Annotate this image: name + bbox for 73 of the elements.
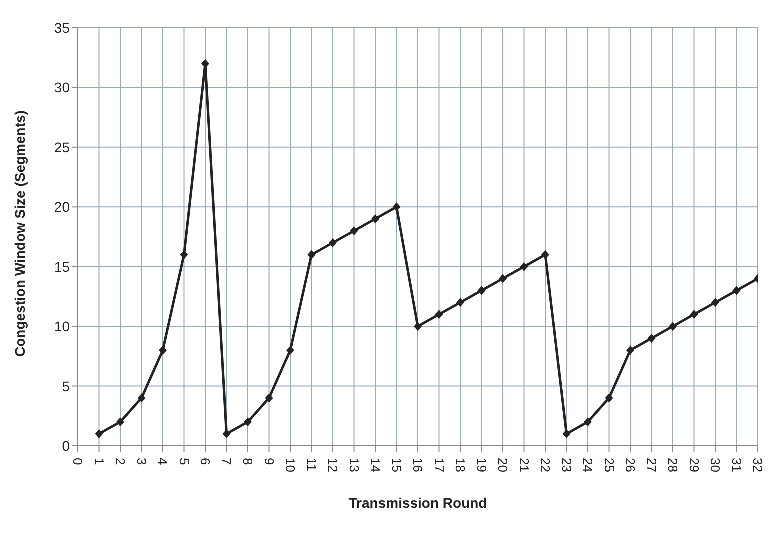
x-tick-label: 17 [432,458,447,472]
point [308,250,316,260]
x-tick-label: 9 [262,458,277,466]
y-axis-title: Congestion Window Size (Segments) [12,110,28,357]
x-tick-label: 27 [644,458,660,472]
x-tick-label: 21 [516,458,532,472]
x-tick-label: 2 [113,458,128,466]
point [138,394,146,403]
x-tick-label: 23 [559,458,574,472]
x-tick-label: 19 [474,458,490,472]
point [116,418,124,427]
x-tick-label: 24 [580,458,596,472]
x-tick-label: 31 [729,458,744,472]
point [95,430,104,439]
point [542,250,550,260]
x-tick-label: 28 [666,458,680,472]
x-tick-label: 5 [176,458,192,466]
x-tick-label: 8 [240,458,256,466]
point [669,322,677,332]
x-tick-label: 6 [198,458,213,466]
y-tick-label: 10 [54,318,70,335]
point [605,394,614,403]
point [414,322,422,332]
y-tick-label: 20 [54,199,70,216]
point [244,418,252,427]
x-tick-label: 22 [538,458,553,472]
point [690,310,698,320]
point [520,262,528,272]
y-tick-label: 5 [62,378,70,394]
x-tick-label: 3 [134,458,150,466]
point [222,430,231,439]
point [456,298,464,308]
point [372,214,380,224]
x-tick-label: 10 [283,458,298,472]
point [584,418,592,427]
x-tick-label: 7 [219,458,234,466]
point [499,274,507,284]
x-tick-label: 11 [304,458,320,472]
point [712,298,720,308]
point [286,346,294,355]
x-tick-label: 25 [602,458,617,472]
point [435,310,444,320]
point [626,346,634,355]
point [478,286,486,296]
x-tick-label: 26 [623,458,638,472]
point [329,238,337,248]
y-tick-label: 25 [54,139,70,156]
x-tick-label: 15 [389,458,404,472]
point [732,286,741,296]
y-tick-label: 0 [62,438,70,454]
y-tick-label: 35 [54,20,70,36]
x-tick-label: 29 [686,458,702,472]
x-tick-label: 32 [750,458,766,472]
x-tick-label: 16 [410,458,426,472]
point [159,346,167,355]
point [180,250,188,260]
x-tick-label: 4 [156,458,170,466]
x-tick-label: 20 [496,458,510,472]
y-tick-label: 15 [54,258,70,275]
x-tick-label: 13 [346,458,362,472]
point [392,202,401,212]
y-tick-label: 30 [54,80,70,96]
x-tick-label: 14 [368,458,383,472]
x-tick-label: 18 [453,458,468,472]
x-axis-title: Transmission Round [348,495,488,511]
x-tick-label: 30 [708,458,723,472]
x-tick-label: 0 [70,458,86,466]
point [648,334,656,344]
x-tick-label: 12 [326,458,340,472]
x-tick-label: 1 [92,458,107,466]
point [265,394,274,403]
point [562,430,571,439]
point [350,226,358,236]
